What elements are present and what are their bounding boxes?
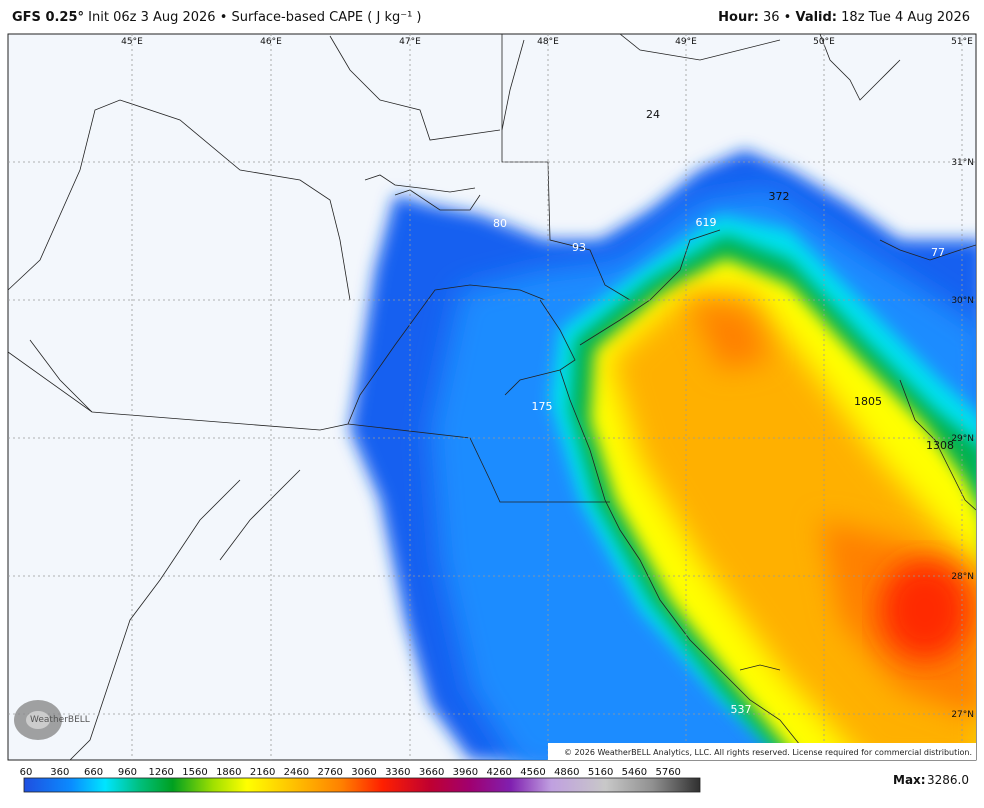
colorbar-label: 4260 — [486, 767, 511, 778]
longitude-label: 48°E — [537, 37, 559, 47]
colorbar-label: 3060 — [351, 767, 376, 778]
longitude-label: 50°E — [813, 37, 835, 47]
colorbar-label: 1260 — [148, 767, 173, 778]
colorbar-label: 2760 — [317, 767, 342, 778]
logo-text: WeatherBELL — [30, 715, 90, 725]
valid: 18z Tue 4 Aug 2026 — [841, 10, 970, 25]
graticule — [8, 34, 976, 760]
colorbar — [23, 777, 701, 793]
colorbar-label: 5460 — [622, 767, 647, 778]
colorbar-label: 3660 — [419, 767, 444, 778]
hour-label: Hour: — [718, 10, 759, 25]
point-value: 537 — [731, 703, 752, 716]
longitude-label: 45°E — [121, 37, 143, 47]
colorbar-label: 3960 — [453, 767, 478, 778]
longitude-label: 46°E — [260, 37, 282, 47]
map-labels: 45°E 46°E 47°E 48°E 49°E 50°E 51°E 31°N 30°N 29°N… — [121, 37, 974, 720]
colorbar-label: 3360 — [385, 767, 410, 778]
point-value: 372 — [769, 190, 790, 203]
latitude-label: 31°N — [951, 158, 974, 168]
header-left: GFS 0.25° Init 06z 3 Aug 2026 • Surface-… — [12, 10, 422, 25]
point-value: 80 — [493, 217, 507, 230]
point-value: 93 — [572, 241, 586, 254]
colorbar-label: 2460 — [284, 767, 309, 778]
point-value: 619 — [696, 216, 717, 229]
longitude-label: 49°E — [675, 37, 697, 47]
colorbar-label: 660 — [84, 767, 103, 778]
longitude-label: 51°E — [951, 37, 973, 47]
latitude-label: 30°N — [951, 296, 974, 306]
max-value: 3286.0 — [927, 773, 969, 787]
separator: • — [219, 10, 228, 25]
logo: WeatherBELL — [14, 700, 90, 740]
latitude-label: 28°N — [951, 572, 974, 582]
colorbar-label: 4860 — [554, 767, 579, 778]
colorbar-label: 4560 — [520, 767, 545, 778]
point-value: 175 — [532, 400, 553, 413]
separator: • — [783, 10, 792, 25]
copyright-box — [548, 743, 976, 760]
latitude-label: 29°N — [951, 434, 974, 444]
header-right: Hour: 36 • Valid: 18z Tue 4 Aug 2026 — [718, 10, 970, 25]
point-value: 1308 — [926, 439, 954, 452]
point-value: 24 — [646, 108, 660, 121]
colorbar-label: 60 — [20, 767, 33, 778]
init: Init 06z 3 Aug 2026 — [88, 10, 216, 25]
max-label: Max: — [893, 773, 926, 787]
field: Surface-based CAPE ( J kg⁻¹ ) — [231, 10, 422, 25]
colorbar-label: 360 — [50, 767, 69, 778]
latitude-label: 27°N — [951, 710, 974, 720]
valid-label: Valid: — [795, 10, 838, 25]
colorbar-label: 5160 — [588, 767, 613, 778]
colorbar-label: 1860 — [216, 767, 241, 778]
colorbar-label: 1560 — [182, 767, 207, 778]
point-value: 1805 — [854, 395, 882, 408]
longitude-label: 47°E — [399, 37, 421, 47]
colorbar-labels: 60 360 660 960 1260 1560 1860 2160 2460 2760 3060 3… — [20, 767, 681, 778]
model: GFS 0.25° — [12, 10, 85, 25]
copyright: © 2026 WeatherBELL Analytics, LLC. All r… — [564, 748, 972, 757]
colorbar-label: 2160 — [250, 767, 275, 778]
colorbar-label: 960 — [118, 767, 137, 778]
point-value: 77 — [931, 246, 945, 259]
colorbar-label: 5760 — [655, 767, 680, 778]
hour: 36 — [762, 10, 780, 25]
boundaries — [8, 34, 976, 760]
cape-field — [350, 150, 976, 760]
